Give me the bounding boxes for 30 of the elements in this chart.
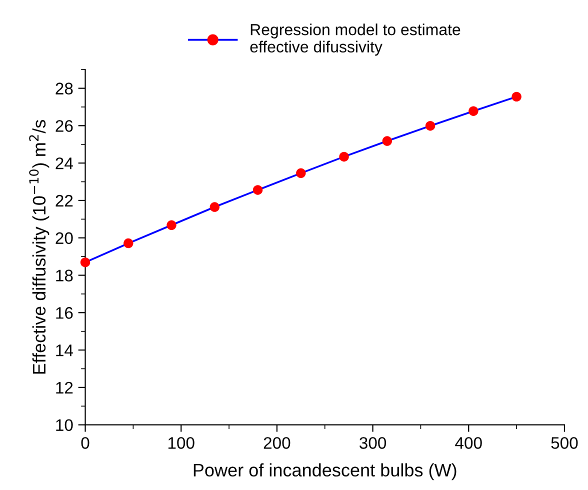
x-tick-label: 100 — [168, 437, 194, 449]
y-tick-label: 10 — [56, 419, 73, 432]
x-tick-label: 200 — [264, 437, 290, 449]
point — [382, 136, 392, 146]
point — [124, 238, 134, 248]
legend-label: Regression model to estimate effective difussivity — [250, 24, 460, 56]
point — [425, 121, 436, 131]
y-axis-title: Effective diffusivity (10$^{−10}$) m$^{2}$/s — [29, 120, 50, 374]
y-tick-label: 20 — [56, 232, 73, 244]
point — [339, 152, 349, 162]
x-tick-label: 300 — [360, 437, 386, 449]
y-tick-label: 18 — [56, 270, 73, 282]
point — [296, 168, 306, 178]
y-tick-label: 12 — [56, 382, 73, 394]
point — [512, 92, 522, 102]
point — [468, 106, 478, 116]
x-tick-label: 0 — [81, 437, 90, 449]
x-axis-title: Power of incandescent bulbs (W) — [194, 463, 456, 480]
point — [252, 185, 263, 195]
y-tick-label: 16 — [56, 307, 73, 319]
point — [166, 220, 176, 230]
y-tick-label: 24 — [56, 157, 73, 170]
point — [80, 257, 90, 268]
y-tick-label: 26 — [56, 120, 73, 132]
y-tick-label: 28 — [56, 82, 73, 94]
x-tick-label: 500 — [551, 437, 578, 449]
point — [210, 202, 220, 212]
y-tick-label: 14 — [56, 344, 73, 356]
y-tick-label: 22 — [56, 194, 73, 206]
x-tick-label: 400 — [455, 437, 482, 449]
